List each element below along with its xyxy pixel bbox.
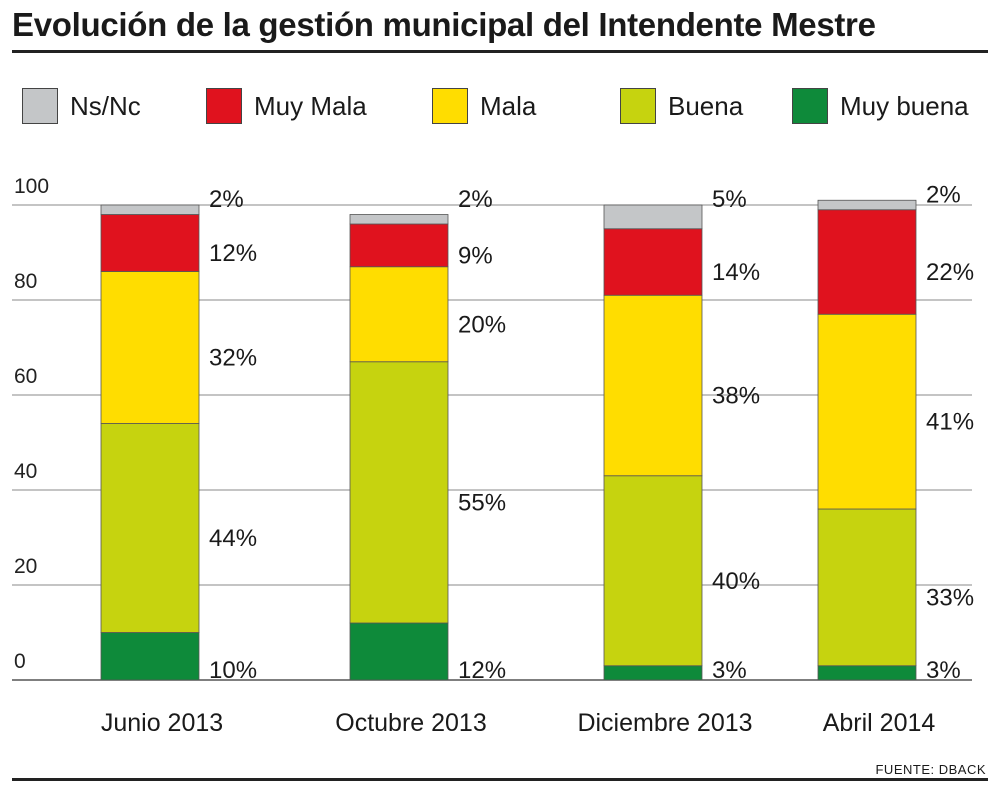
value-label-diciembre-2013-buena: 40% (712, 568, 760, 595)
legend-swatch-ns-nc (22, 88, 58, 124)
category-label-junio-2013: Junio 2013 (101, 709, 223, 737)
value-label-octubre-2013-muy-mala: 9% (458, 242, 493, 269)
legend-label-mala: Mala (480, 90, 537, 121)
y-tick-label-0: 0 (14, 650, 26, 673)
legend: Ns/Nc Muy Mala Mala Buena Muy buena (22, 84, 982, 128)
category-label-diciembre-2013: Diciembre 2013 (577, 709, 752, 737)
value-label-abril-2014-muy-buena: 3% (926, 657, 961, 684)
y-tick-label-80: 80 (14, 270, 37, 293)
legend-item-muy-buena: Muy buena (792, 84, 969, 128)
bar-diciembre-2013-muy-buena (603, 665, 703, 681)
bar-abril-2014-muy-mala (817, 209, 917, 315)
value-label-octubre-2013-buena: 55% (458, 489, 506, 516)
legend-item-muy-mala: Muy Mala (206, 84, 367, 128)
bar-junio-2013-buena (100, 423, 200, 633)
bar-octubre-2013-ns-nc (349, 214, 449, 225)
bar-diciembre-2013-mala (603, 294, 703, 477)
source-note: FUENTE: DBACK (875, 762, 986, 777)
value-label-octubre-2013-mala: 20% (458, 311, 506, 338)
bar-junio-2013-muy-mala (100, 214, 200, 272)
bar-junio-2013-ns-nc (100, 204, 200, 215)
y-tick-label-60: 60 (14, 365, 37, 388)
chart-title: Evolución de la gestión municipal del In… (12, 6, 876, 43)
bar-junio-2013-mala (100, 271, 200, 424)
value-label-octubre-2013-muy-buena: 12% (458, 657, 506, 684)
value-label-abril-2014-buena: 33% (926, 584, 974, 611)
value-label-junio-2013-buena: 44% (209, 525, 257, 552)
footer-rule (12, 778, 988, 781)
value-label-diciembre-2013-muy-buena: 3% (712, 657, 747, 684)
y-tick-label-40: 40 (14, 460, 37, 483)
bar-octubre-2013-muy-buena (349, 622, 449, 681)
bar-diciembre-2013-muy-mala (603, 228, 703, 296)
value-label-octubre-2013-ns-nc: 2% (458, 186, 493, 213)
value-label-abril-2014-muy-mala: 22% (926, 259, 974, 286)
value-label-abril-2014-ns-nc: 2% (926, 181, 961, 208)
value-label-junio-2013-muy-buena: 10% (209, 657, 257, 684)
bar-octubre-2013-buena (349, 361, 449, 624)
bar-octubre-2013-mala (349, 266, 449, 363)
bar-abril-2014-buena (817, 508, 917, 667)
category-label-abril-2014: Abril 2014 (823, 709, 936, 737)
legend-swatch-muy-buena (792, 88, 828, 124)
value-label-junio-2013-muy-mala: 12% (209, 240, 257, 267)
bar-junio-2013-muy-buena (100, 632, 200, 681)
category-label-octubre-2013: Octubre 2013 (335, 709, 487, 737)
value-label-abril-2014-mala: 41% (926, 409, 974, 436)
legend-label-muy-mala: Muy Mala (254, 90, 367, 121)
y-tick-label-100: 100 (14, 175, 49, 198)
bar-abril-2014-ns-nc (817, 199, 917, 211)
legend-item-buena: Buena (620, 84, 743, 128)
value-label-junio-2013-mala: 32% (209, 345, 257, 372)
bar-abril-2014-muy-buena (817, 665, 917, 681)
legend-label-muy-buena: Muy buena (840, 90, 969, 121)
legend-swatch-buena (620, 88, 656, 124)
legend-swatch-muy-mala (206, 88, 242, 124)
y-tick-label-20: 20 (14, 555, 37, 578)
legend-item-mala: Mala (432, 84, 536, 128)
bar-diciembre-2013-ns-nc (603, 204, 703, 230)
legend-label-buena: Buena (668, 90, 744, 121)
bar-diciembre-2013-buena (603, 475, 703, 667)
bar-octubre-2013-muy-mala (349, 223, 449, 268)
legend-item-ns-nc: Ns/Nc (22, 84, 141, 128)
value-label-junio-2013-ns-nc: 2% (209, 186, 244, 213)
title-underline (12, 50, 988, 53)
value-label-diciembre-2013-mala: 38% (712, 383, 760, 410)
legend-label-ns-nc: Ns/Nc (70, 90, 141, 121)
bar-abril-2014-mala (817, 313, 917, 510)
legend-swatch-mala (432, 88, 468, 124)
value-label-diciembre-2013-muy-mala: 14% (712, 259, 760, 286)
value-label-diciembre-2013-ns-nc: 5% (712, 186, 747, 213)
